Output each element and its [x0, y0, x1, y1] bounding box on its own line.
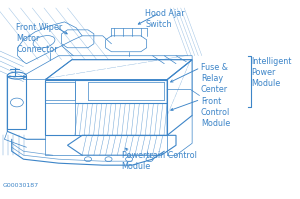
Text: Front
Control
Module: Front Control Module	[201, 97, 230, 128]
Text: Front Wiper
Motor
Connector: Front Wiper Motor Connector	[16, 23, 62, 54]
Text: Fuse &
Relay
Center: Fuse & Relay Center	[201, 63, 228, 94]
Text: Hood Ajar
Switch: Hood Ajar Switch	[145, 9, 185, 29]
Text: G00030187: G00030187	[3, 183, 39, 188]
Text: Powertrain Control
Module: Powertrain Control Module	[122, 151, 196, 171]
Text: Intelligent
Power
Module: Intelligent Power Module	[251, 57, 291, 88]
